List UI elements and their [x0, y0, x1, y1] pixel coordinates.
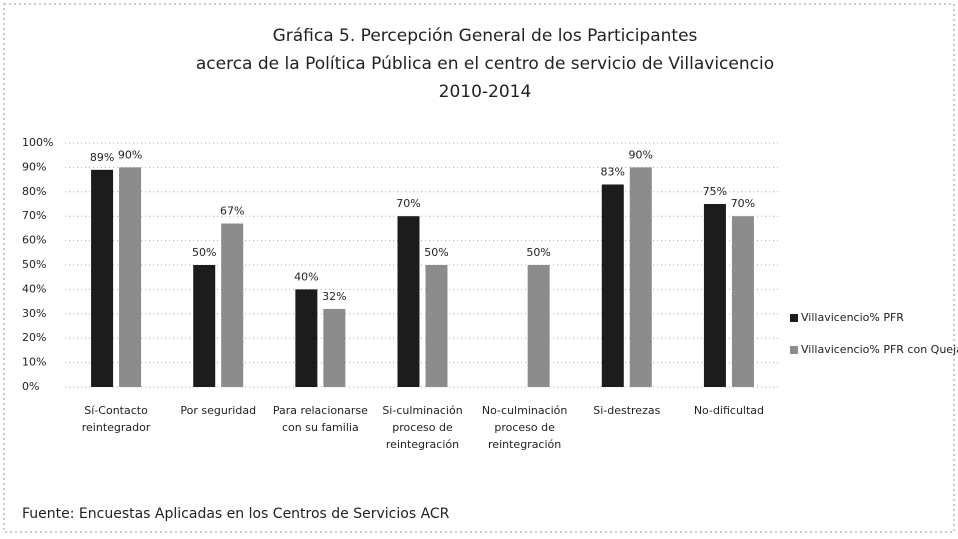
x-tick-line: reintegración: [488, 438, 561, 451]
x-tick-label: No-dificultad: [694, 404, 764, 417]
value-label: 70%: [731, 197, 755, 210]
y-tick-label: 80%: [22, 185, 46, 198]
y-tick-label: 0%: [22, 380, 39, 393]
chart-title: acerca de la Política Pública en el cent…: [196, 54, 774, 74]
x-tick-line: Si-destrezas: [593, 404, 660, 417]
value-label: 50%: [192, 246, 216, 259]
value-label: 70%: [396, 197, 420, 210]
value-label: 90%: [118, 148, 142, 161]
y-tick-label: 40%: [22, 282, 46, 295]
y-tick-label: 90%: [22, 160, 46, 173]
x-tick-label: Si-culminación proceso de reintegración: [382, 404, 462, 451]
source-note: Fuente: Encuestas Aplicadas en los Centr…: [22, 506, 450, 522]
bar: [323, 308, 346, 387]
y-tick-label: 70%: [22, 209, 46, 222]
bar: [295, 289, 318, 387]
value-label: 50%: [424, 246, 448, 259]
bar: [731, 216, 754, 387]
x-tick-label: No-culminación proceso de reintegración: [482, 404, 568, 451]
x-tick-line: reintegrador: [82, 421, 151, 434]
y-tick-label: 30%: [22, 307, 46, 320]
value-label: 90%: [629, 148, 653, 161]
y-tick-label: 60%: [22, 234, 46, 247]
y-tick-label: 10%: [22, 356, 46, 369]
bar: [425, 265, 448, 387]
chart-title: 2010-2014: [439, 82, 532, 102]
legend-label: Villavicencio% PFR con Quejas: [801, 343, 958, 356]
x-tick-line: proceso de: [494, 421, 555, 434]
bar: [397, 216, 420, 387]
legend-label: Villavicencio% PFR: [801, 311, 904, 324]
chart-title: Gráfica 5. Percepción General de los Par…: [273, 26, 698, 46]
value-label: 32%: [322, 290, 346, 303]
x-tick-line: Por seguridad: [180, 404, 256, 417]
y-tick-label: 50%: [22, 258, 46, 271]
y-tick-label: 100%: [22, 136, 53, 149]
bar: [601, 184, 624, 387]
bar: [221, 223, 244, 387]
x-tick-label: Si-destrezas: [593, 404, 660, 417]
x-tick-line: proceso de: [392, 421, 453, 434]
value-label: 83%: [601, 165, 625, 178]
x-tick-line: Si-culminación: [382, 404, 462, 417]
x-tick-line: Sí-Contacto: [84, 404, 148, 417]
x-tick-line: reintegración: [386, 438, 459, 451]
x-tick-line: Para relacionarse: [273, 404, 368, 417]
x-tick-line: con su familia: [282, 421, 359, 434]
x-tick-label: Por seguridad: [180, 404, 256, 417]
bar: [629, 167, 652, 387]
bar: [527, 265, 550, 387]
y-tick-label: 20%: [22, 331, 46, 344]
legend-swatch: [790, 314, 798, 322]
value-label: 40%: [294, 270, 318, 283]
legend-swatch: [790, 346, 798, 354]
bar: [91, 169, 114, 387]
value-label: 89%: [90, 151, 114, 164]
x-tick-label: Para relacionarse con su familia: [273, 404, 368, 434]
x-tick-label: Sí-Contacto reintegrador: [82, 404, 151, 434]
value-label: 50%: [526, 246, 550, 259]
value-label: 75%: [703, 185, 727, 198]
bar: [193, 265, 216, 387]
bar: [703, 204, 726, 387]
frame: [3, 3, 955, 533]
value-label: 67%: [220, 205, 244, 218]
bar: [119, 167, 142, 387]
x-tick-line: No-dificultad: [694, 404, 764, 417]
x-tick-line: No-culminación: [482, 404, 568, 417]
